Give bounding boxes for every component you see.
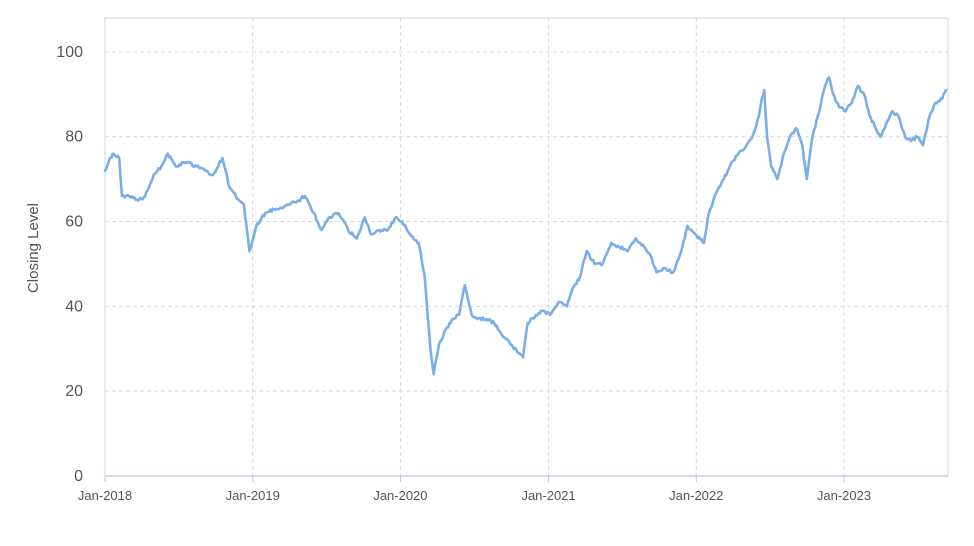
x-tick-label: Jan-2022 <box>669 488 723 503</box>
x-tick-label: Jan-2023 <box>817 488 871 503</box>
series-layer <box>103 76 948 376</box>
plot-area-border <box>104 17 949 477</box>
plot-frame <box>104 17 949 477</box>
grid <box>105 18 948 476</box>
y-axis-title: Closing Level <box>25 203 42 293</box>
x-axis: Jan-2018 Jan-2019 Jan-2020 Jan-2021 Jan-2022… <box>78 476 871 503</box>
y-tick-label: 80 <box>65 129 83 146</box>
y-tick-label: 60 <box>65 214 83 231</box>
y-tick-label: 0 <box>74 468 83 485</box>
y-tick-label: 100 <box>56 44 83 61</box>
y-tick-label: 20 <box>65 383 83 400</box>
x-tick-label: Jan-2020 <box>373 488 427 503</box>
closing-level-line <box>103 76 948 376</box>
x-tick-label: Jan-2018 <box>78 488 132 503</box>
x-tick-label: Jan-2021 <box>521 488 575 503</box>
x-tick-label: Jan-2019 <box>226 488 280 503</box>
y-tick-label: 40 <box>65 298 83 315</box>
y-axis: 0 20 40 60 80 100 <box>56 44 83 485</box>
